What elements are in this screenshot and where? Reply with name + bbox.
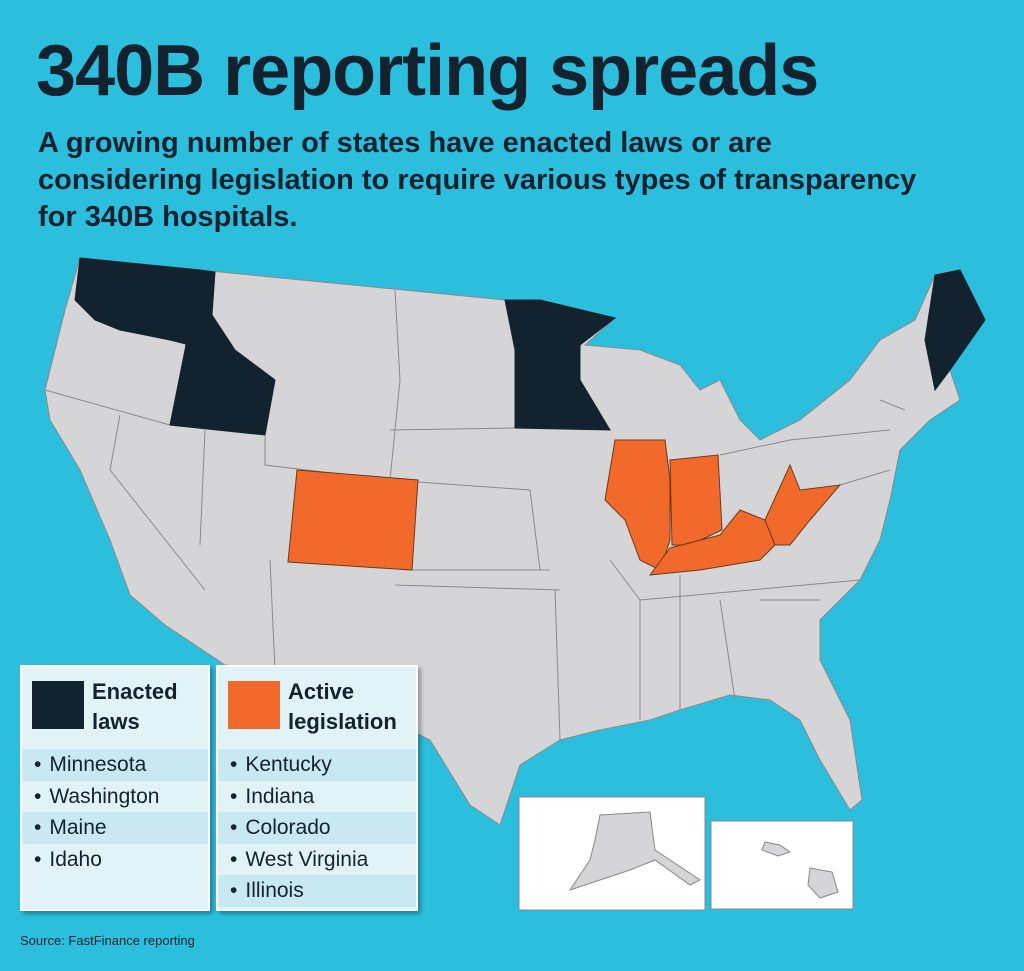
hawaii	[807, 867, 839, 899]
state-item: Maine	[22, 812, 208, 844]
state-item: Indiana	[218, 781, 416, 813]
hawaii-inset	[710, 820, 854, 910]
washington	[74, 257, 201, 346]
state-item: Idaho	[22, 844, 208, 876]
source: Source: FastFinance reporting	[20, 933, 195, 948]
alaska	[568, 811, 701, 891]
state-list: MinnesotaWashingtonMaineIdaho	[22, 749, 208, 885]
state-item: West Virginia	[218, 844, 416, 876]
state-item: Illinois	[218, 875, 416, 907]
insets	[518, 796, 854, 911]
state-item: Washington	[22, 781, 208, 813]
legend-enacted: Enacted laws MinnesotaWashingtonMaineIdah…	[20, 665, 210, 911]
active-states	[287, 439, 842, 576]
colorado	[287, 469, 419, 571]
legend-active: Active legislation KentuckyIndianaColorad…	[216, 665, 418, 911]
hawaii-islands	[761, 841, 792, 857]
legend-label: Active legislation	[288, 679, 397, 734]
minnesota	[504, 299, 617, 431]
west-virginia	[764, 463, 842, 546]
state-list: KentuckyIndianaColoradoWest VirginiaIlli…	[218, 749, 416, 917]
state-item: Minnesota	[22, 749, 208, 781]
state-item: Kentucky	[218, 749, 416, 781]
legend-swatch	[32, 681, 84, 729]
title: 340B reporting spreads	[36, 31, 819, 111]
maine	[924, 269, 986, 392]
legend-label: Enacted laws	[92, 679, 178, 734]
legend-header: Enacted laws	[22, 667, 208, 749]
indiana	[669, 454, 723, 546]
state-item: Colorado	[218, 812, 416, 844]
legend-swatch	[228, 681, 280, 729]
enacted-states	[74, 257, 986, 436]
legend-header: Active legislation	[218, 667, 416, 749]
subtitle: A growing number of states have enacted …	[38, 127, 917, 233]
idaho	[169, 269, 276, 436]
